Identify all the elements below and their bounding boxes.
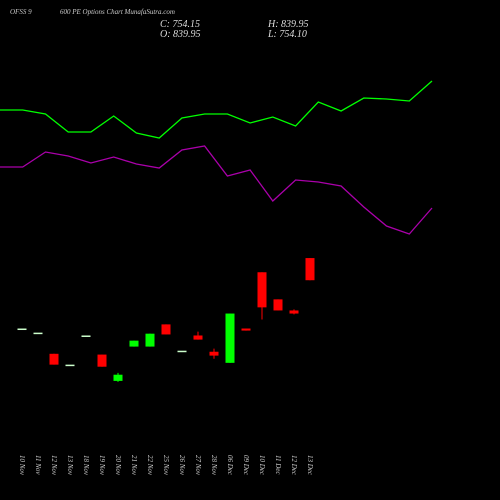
candle-body [65, 364, 75, 367]
x-tick-label: 11 Nov [34, 455, 42, 475]
x-tick-label: 09 Dec [242, 455, 250, 476]
candle-body [17, 328, 27, 331]
x-tick-label: 10 Dec [258, 455, 266, 476]
candle-body [161, 324, 171, 335]
candle-body [145, 333, 155, 347]
x-tick-label: 28 Nov [210, 455, 218, 476]
x-tick-label: 27 Nov [194, 455, 202, 476]
candle-body [257, 272, 267, 308]
candle-body [209, 351, 219, 356]
x-tick-label: 12 Nov [50, 455, 58, 476]
candle-body [193, 335, 203, 340]
candle-body [129, 340, 139, 347]
x-tick-label: 11 Dec [274, 455, 282, 475]
chart-subtitle: 600 PE Options Chart MunafaSutra.com [60, 8, 175, 16]
candle-body [81, 335, 91, 337]
x-tick-label: 18 Nov [82, 455, 90, 476]
x-tick-label: 22 Nov [146, 455, 154, 476]
chart-title: OFSS 9 [10, 8, 32, 16]
x-tick-label: 25 Nov [162, 455, 170, 476]
candle-body [113, 374, 123, 381]
x-tick-label: 10 Nov [18, 455, 26, 476]
x-tick-label: 13 Dec [306, 455, 314, 476]
x-tick-label: 19 Nov [98, 455, 106, 476]
candle-body [305, 258, 315, 281]
candle-body [289, 310, 299, 314]
candle-body [33, 332, 43, 335]
candle-body [273, 299, 283, 311]
indicator-line [0, 145, 433, 235]
candle-body [177, 350, 187, 353]
candle-body [49, 353, 59, 365]
x-tick-label: 21 Nov [130, 455, 138, 476]
x-tick-label: 13 Nov [66, 455, 74, 476]
high-text: H: 839.95 [267, 19, 309, 30]
indicator-line [0, 80, 433, 139]
open-text: O: 839.95 [160, 29, 201, 40]
x-tick-label: 12 Dec [290, 455, 298, 476]
x-tick-label: 26 Nov [178, 455, 186, 476]
close-text: C: 754.15 [160, 19, 200, 30]
candle-body [225, 313, 235, 363]
low-text: L: 754.10 [267, 29, 307, 40]
x-tick-label: 20 Nov [114, 455, 122, 476]
candle-body [241, 328, 251, 331]
candle-body [97, 354, 107, 367]
x-tick-label: 06 Dec [226, 455, 234, 476]
